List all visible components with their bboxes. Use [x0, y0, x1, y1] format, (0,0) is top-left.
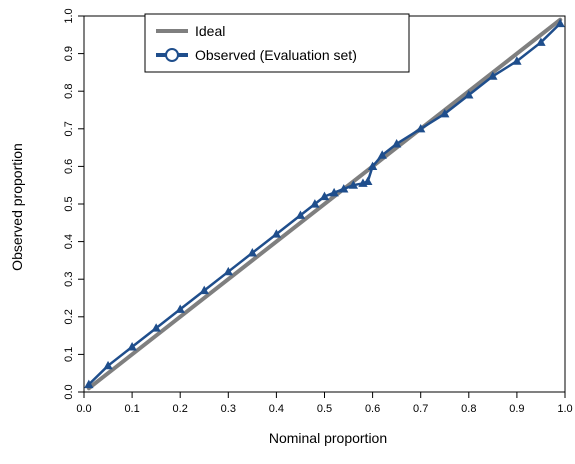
x-tick-label: 0.2 — [173, 403, 188, 415]
y-tick-label: 0.5 — [63, 196, 75, 211]
y-tick-label: 0.3 — [63, 272, 75, 287]
series-observed-point — [310, 199, 320, 208]
series-observed-point — [391, 139, 402, 148]
series-observed-point — [416, 123, 426, 133]
y-tick-label: 0.2 — [63, 309, 75, 324]
series-observed-point — [339, 184, 349, 193]
series-observed-point — [363, 176, 373, 186]
y-tick-label: 0.0 — [63, 384, 75, 399]
series-observed-point — [555, 18, 565, 28]
series-observed-point — [151, 323, 161, 332]
series-layer — [84, 17, 565, 391]
series-observed-point — [84, 379, 94, 389]
x-tick-label: 0.3 — [221, 403, 236, 415]
legend-ideal-label: Ideal — [195, 23, 225, 39]
x-tick-label: 0.0 — [76, 403, 91, 415]
series-observed-point — [175, 304, 185, 313]
series-observed-point — [319, 191, 330, 201]
series-observed-point — [127, 342, 137, 351]
y-tick-label: 0.6 — [63, 159, 75, 174]
series-observed-point — [223, 266, 233, 276]
x-tick-label: 0.5 — [317, 403, 332, 415]
x-tick-label: 1.0 — [557, 403, 572, 415]
y-axis: 0.0 0.1 0.2 0.3 0.4 0.5 0.6 0.7 0.8 0.9 1.0 — [63, 8, 84, 400]
series-observed-point — [103, 360, 113, 370]
x-tick-label: 0.6 — [365, 403, 380, 415]
y-tick-label: 0.1 — [63, 347, 75, 362]
x-tick-label: 0.8 — [461, 403, 476, 415]
x-tick-label: 0.4 — [269, 403, 284, 415]
x-axis-title: Nominal proportion — [269, 430, 387, 446]
series-observed-point — [367, 161, 378, 171]
y-tick-label: 0.7 — [63, 121, 75, 136]
series-observed-point — [348, 180, 359, 189]
y-tick-label: 0.4 — [63, 234, 75, 249]
series-observed-point — [247, 248, 258, 257]
series-observed-point — [440, 108, 450, 118]
series-observed-point — [377, 150, 387, 159]
x-axis: 0.0 0.1 0.2 0.3 0.4 0.5 0.6 0.7 0.8 0.9 1.0 — [76, 392, 573, 415]
series-ideal-line — [86, 17, 563, 391]
legend-box — [144, 13, 410, 73]
x-tick-label: 0.9 — [509, 403, 524, 415]
series-observed-point — [329, 187, 339, 197]
legend-observed-label: Observed (Evaluation set) — [195, 47, 357, 63]
legend: Ideal Observed (Evaluation set) — [144, 13, 410, 73]
series-observed-point — [199, 285, 209, 295]
x-tick-label: 0.1 — [124, 403, 139, 415]
y-axis-title: Observed proportion — [9, 143, 25, 271]
y-tick-label: 0.8 — [63, 84, 75, 99]
x-tick-label: 0.7 — [413, 403, 428, 415]
series-observed-point — [488, 71, 498, 80]
series-observed-point — [271, 229, 282, 238]
series-observed-point — [512, 56, 522, 65]
series-observed-point — [295, 210, 306, 219]
y-tick-label: 0.9 — [63, 46, 75, 61]
series-observed-point — [464, 90, 474, 99]
legend-observed-marker — [165, 48, 179, 62]
series-observed-point — [536, 37, 546, 46]
y-tick-label: 1.0 — [63, 8, 75, 23]
